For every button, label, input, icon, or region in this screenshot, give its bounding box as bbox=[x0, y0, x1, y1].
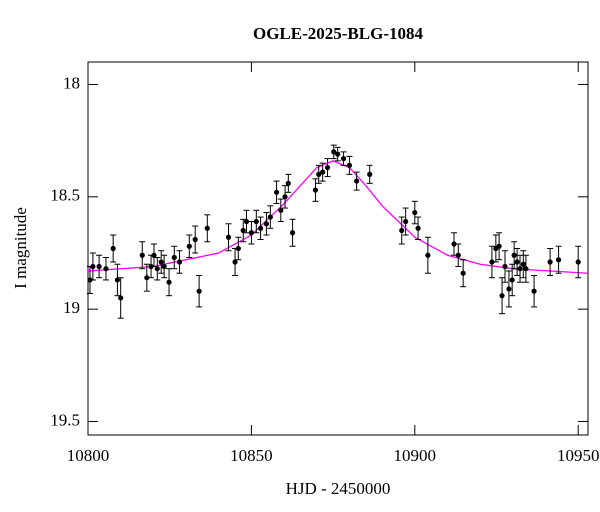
data-point bbox=[267, 214, 273, 220]
data-point bbox=[412, 209, 418, 216]
data-point bbox=[460, 270, 466, 276]
data-point bbox=[278, 207, 284, 213]
data-point bbox=[273, 189, 280, 195]
data-point bbox=[90, 263, 96, 270]
data-point bbox=[403, 218, 409, 225]
data-point bbox=[158, 259, 164, 265]
data-point bbox=[154, 266, 160, 272]
data-point bbox=[192, 236, 198, 243]
x-axis-label: HJD - 2450000 bbox=[286, 479, 391, 498]
y-tick-label: 19 bbox=[63, 298, 80, 317]
data-point bbox=[186, 243, 192, 249]
data-point bbox=[248, 230, 254, 236]
data-point bbox=[144, 275, 150, 281]
plot-frame bbox=[87, 61, 589, 436]
data-point bbox=[96, 263, 102, 270]
data-point bbox=[425, 252, 431, 258]
data-point bbox=[257, 225, 264, 231]
data-point bbox=[103, 266, 109, 272]
data-point bbox=[114, 277, 121, 283]
data-point bbox=[196, 288, 202, 294]
data-point bbox=[316, 171, 322, 177]
y-tick-label: 19.5 bbox=[50, 410, 80, 429]
data-point bbox=[331, 149, 337, 155]
data-point bbox=[235, 245, 241, 252]
data-point bbox=[367, 171, 373, 177]
data-point bbox=[575, 259, 581, 265]
data-point bbox=[555, 257, 562, 263]
data-point bbox=[232, 259, 238, 265]
data-point bbox=[451, 241, 457, 247]
x-tick-label: 10950 bbox=[557, 446, 600, 465]
data-point bbox=[489, 259, 495, 265]
data-point bbox=[346, 162, 353, 168]
data-point bbox=[282, 194, 288, 200]
data-point bbox=[312, 187, 319, 193]
data-point bbox=[225, 234, 232, 240]
data-point bbox=[354, 178, 360, 184]
data-point bbox=[204, 225, 210, 231]
data-point bbox=[161, 263, 167, 270]
y-tick-label: 18.5 bbox=[50, 186, 80, 205]
data-point bbox=[118, 295, 124, 301]
data-point bbox=[502, 263, 508, 270]
data-point bbox=[499, 293, 505, 299]
data-point bbox=[110, 245, 116, 252]
data-point bbox=[455, 252, 461, 258]
y-tick-label: 18 bbox=[63, 73, 80, 92]
data-point bbox=[151, 252, 157, 258]
data-point bbox=[324, 165, 331, 171]
data-point bbox=[547, 259, 553, 265]
x-tick-label: 10900 bbox=[394, 446, 437, 465]
data-point bbox=[285, 180, 291, 186]
data-point bbox=[514, 259, 520, 265]
y-axis-label: I magnitude bbox=[11, 207, 30, 289]
data-point bbox=[509, 277, 515, 283]
data-point bbox=[320, 169, 326, 175]
data-point bbox=[335, 151, 341, 157]
data-point bbox=[139, 252, 145, 258]
data-point bbox=[340, 156, 347, 162]
data-point bbox=[253, 218, 259, 225]
data-point bbox=[171, 254, 177, 261]
chart-title: OGLE-2025-BLG-1084 bbox=[253, 24, 424, 43]
data-point bbox=[523, 266, 529, 272]
data-point bbox=[496, 243, 502, 249]
data-point bbox=[531, 288, 537, 294]
data-point bbox=[511, 252, 517, 258]
x-tick-label: 10800 bbox=[67, 446, 110, 465]
data-point bbox=[415, 225, 421, 231]
data-point bbox=[520, 261, 526, 267]
data-point bbox=[506, 286, 512, 292]
data-point bbox=[517, 266, 523, 272]
data-point bbox=[289, 230, 296, 236]
data-point bbox=[263, 221, 270, 227]
data-point bbox=[176, 259, 183, 265]
data-point bbox=[240, 227, 246, 234]
data-point bbox=[399, 227, 405, 234]
data-point bbox=[166, 279, 172, 285]
x-tick-label: 10850 bbox=[230, 446, 273, 465]
data-point bbox=[243, 218, 250, 225]
